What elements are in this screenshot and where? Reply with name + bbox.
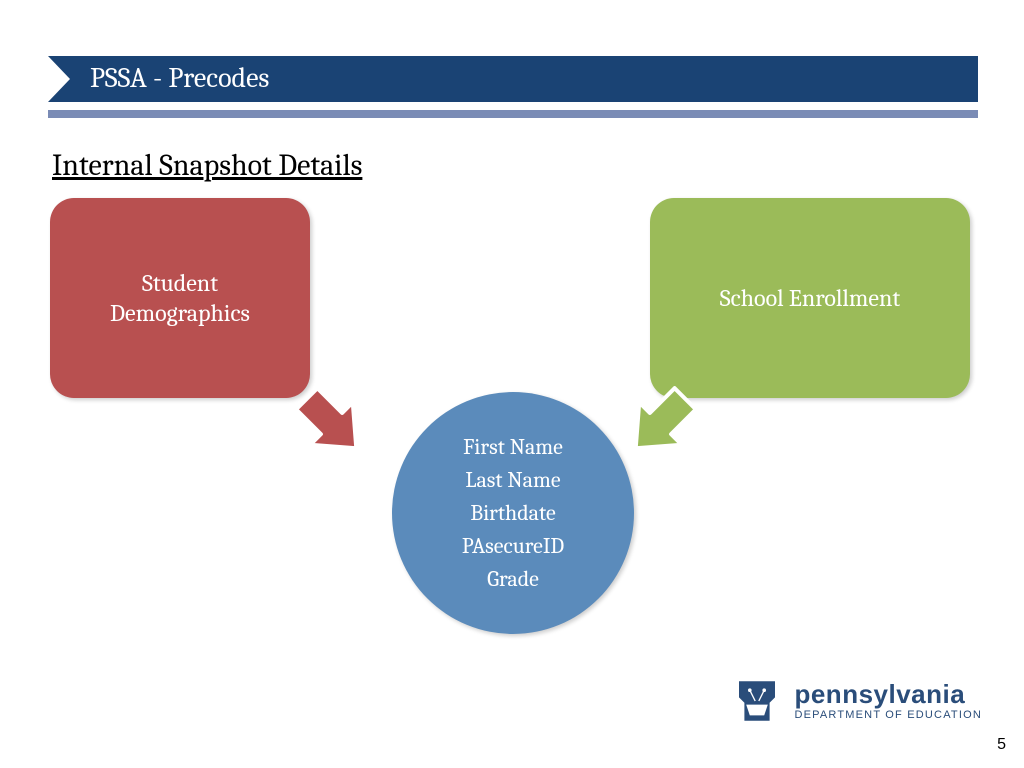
arrow-right-icon <box>614 370 714 470</box>
logo-text: pennsylvania DEPARTMENT OF EDUCATION <box>794 681 982 721</box>
circle-item: Last Name <box>465 464 560 497</box>
circle-item: PAsecureID <box>462 530 564 563</box>
logo: pennsylvania DEPARTMENT OF EDUCATION <box>730 674 982 728</box>
box-school-enrollment: School Enrollment <box>650 198 970 398</box>
circle-item: Birthdate <box>470 497 555 530</box>
slide-title: PSSA - Precodes <box>90 62 269 94</box>
center-circle: First Name Last Name Birthdate PAsecureI… <box>392 392 634 634</box>
accent-line <box>48 110 978 118</box>
box-right-label: School Enrollment <box>720 284 900 312</box>
logo-main: pennsylvania <box>794 681 982 707</box>
logo-sub: DEPARTMENT OF EDUCATION <box>794 709 982 721</box>
subtitle: Internal Snapshot Details <box>52 148 362 183</box>
box-left-label: StudentDemographics <box>110 268 250 328</box>
slide: PSSA - Precodes Internal Snapshot Detail… <box>0 0 1024 768</box>
keystone-icon <box>730 674 784 728</box>
title-arrow-notch-icon <box>48 56 70 102</box>
circle-item: Grade <box>487 563 539 596</box>
circle-item: First Name <box>463 431 563 464</box>
page-number: 5 <box>997 736 1006 754</box>
box-student-demographics: StudentDemographics <box>50 198 310 398</box>
arrow-left-icon <box>278 370 378 470</box>
